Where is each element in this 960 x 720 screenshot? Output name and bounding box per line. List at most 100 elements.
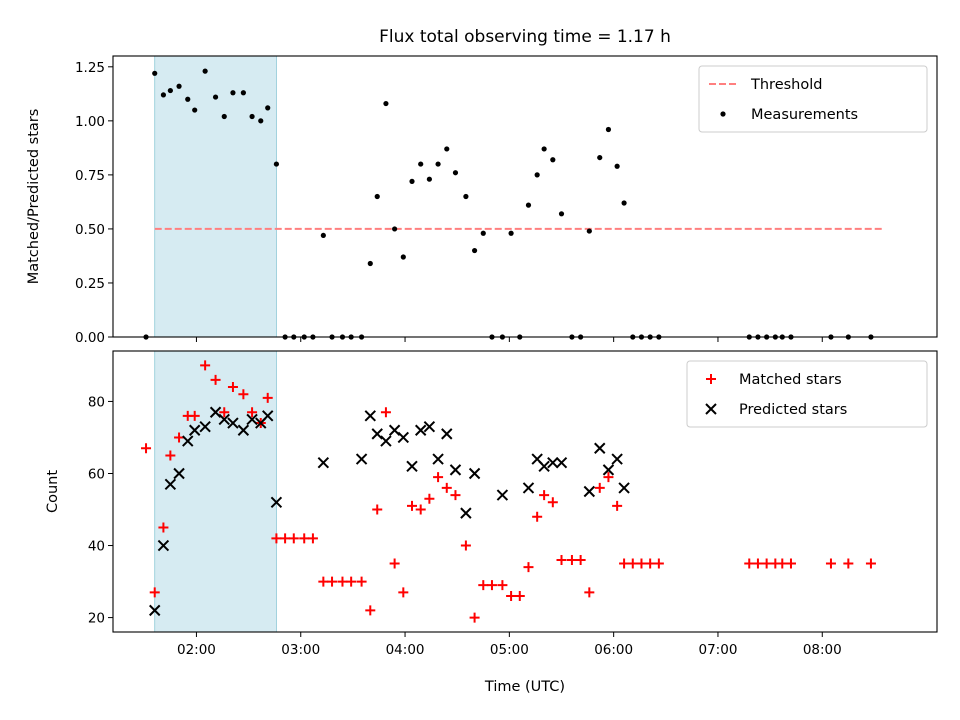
- data-point: [478, 580, 489, 591]
- data-point: [583, 485, 596, 498]
- data-point: [218, 413, 230, 426]
- data-point: [449, 464, 462, 476]
- data-point: [221, 113, 227, 120]
- y-tick-label: 0.00: [75, 330, 105, 346]
- data-point: [550, 157, 556, 163]
- y-tick-label: 60: [88, 466, 105, 482]
- data-point: [539, 490, 550, 501]
- data-point: [160, 92, 167, 98]
- data-point: [299, 533, 310, 544]
- data-point: [586, 228, 592, 234]
- data-point: [547, 456, 559, 469]
- data-point: [653, 558, 664, 569]
- data-point: [525, 202, 532, 208]
- y-tick-label: 0.75: [75, 168, 105, 184]
- data-point: [508, 230, 514, 236]
- axes-frame: [112, 350, 938, 633]
- data-point: [400, 254, 406, 260]
- data-point: [200, 360, 211, 371]
- data-point: [273, 161, 280, 167]
- data-point: [523, 562, 534, 573]
- data-point: [219, 407, 230, 418]
- data-point: [744, 558, 755, 569]
- data-point: [149, 604, 161, 617]
- data-point: [621, 200, 627, 206]
- legend-box: [698, 65, 928, 133]
- data-point: [603, 472, 614, 483]
- data-point: [364, 410, 376, 422]
- data-point: [185, 96, 191, 102]
- data-point: [262, 392, 273, 403]
- data-point: [594, 442, 606, 454]
- data-point: [619, 558, 630, 569]
- legend-label: Measurements: [751, 107, 858, 123]
- data-point: [320, 232, 326, 239]
- data-point: [327, 576, 338, 587]
- data-point: [452, 170, 459, 176]
- data-point: [486, 580, 497, 591]
- data-point: [265, 105, 271, 111]
- x-tick-label: 04:00: [386, 642, 425, 658]
- data-point: [556, 554, 567, 565]
- data-point: [532, 511, 543, 522]
- data-point: [471, 247, 478, 254]
- data-point: [270, 496, 283, 509]
- highlight-span: [154, 350, 277, 633]
- data-point: [558, 211, 565, 217]
- data-point: [374, 193, 380, 200]
- data-point: [199, 420, 211, 433]
- data-point: [237, 424, 250, 436]
- y-tick-label: 80: [88, 394, 105, 410]
- data-point: [575, 554, 586, 565]
- data-point: [318, 576, 329, 587]
- y-axis-label: Count: [45, 470, 61, 513]
- data-point: [496, 489, 509, 501]
- data-point: [480, 230, 486, 236]
- data-point: [202, 68, 208, 74]
- data-point: [380, 435, 392, 447]
- highlight-span: [154, 55, 277, 338]
- y-tick-label: 20: [88, 611, 105, 627]
- data-point: [406, 460, 418, 472]
- y-tick-label: 40: [88, 539, 105, 555]
- data-point: [597, 154, 603, 161]
- legend: Matched stars Predicted stars: [686, 360, 928, 428]
- y-tick-label: 1.00: [75, 114, 105, 130]
- data-point: [777, 558, 788, 569]
- data-point: [497, 580, 508, 591]
- data-point: [210, 374, 221, 385]
- legend-handle: [720, 111, 726, 117]
- data-point: [167, 87, 173, 94]
- series-matched-stars: [141, 360, 876, 623]
- data-point: [380, 407, 391, 418]
- y-tick-label: 0.25: [75, 276, 105, 292]
- x-tick-label: 03:00: [281, 642, 320, 658]
- data-point: [247, 407, 258, 418]
- x-tick-label: 06:00: [594, 642, 633, 658]
- series-measurements: [143, 68, 874, 340]
- data-point: [611, 453, 623, 465]
- data-point: [367, 260, 373, 267]
- data-point: [469, 612, 480, 623]
- data-point: [158, 522, 169, 533]
- axes-frame: [112, 55, 938, 338]
- data-point: [594, 482, 605, 493]
- data-point: [761, 558, 772, 569]
- data-point: [238, 389, 249, 400]
- data-point: [636, 558, 647, 569]
- data-point: [356, 576, 367, 587]
- data-point: [435, 161, 441, 167]
- data-point: [418, 161, 424, 167]
- y-axis-label: Matched/Predicted stars: [26, 109, 42, 285]
- data-point: [645, 558, 656, 569]
- data-point: [468, 467, 481, 480]
- data-point: [627, 558, 638, 569]
- data-point: [192, 107, 198, 113]
- data-point: [307, 533, 318, 544]
- data-point: [189, 410, 200, 421]
- data-point: [365, 605, 376, 616]
- data-point: [398, 587, 409, 598]
- data-point: [432, 453, 444, 465]
- legend: Threshold Measurements: [698, 65, 928, 133]
